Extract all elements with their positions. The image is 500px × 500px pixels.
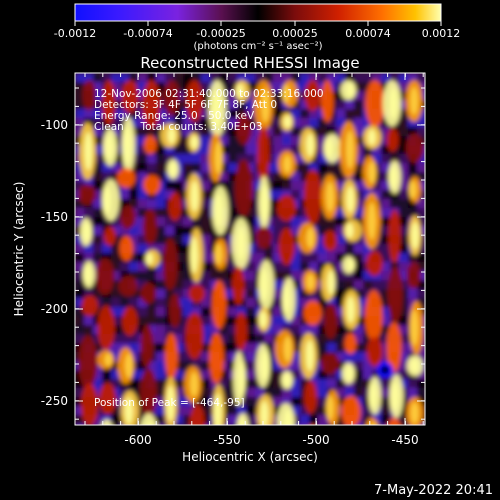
x-tick-label: -550 <box>213 433 240 447</box>
x-tick-label: -600 <box>124 433 151 447</box>
colorbar-tick-label: 0.00074 <box>345 27 391 40</box>
colorbar-tick-label: -0.00074 <box>123 27 172 40</box>
colorbar-tick-label: 0.00025 <box>272 27 318 40</box>
x-tick-label: -500 <box>302 433 329 447</box>
x-axis-label: Heliocentric X (arcsec) <box>182 450 318 464</box>
image-annotations: 12-Nov-2006 02:31:40.000 to 02:33:16.000… <box>94 88 324 409</box>
colorbar: -0.0012 -0.00074 -0.00025 0.00025 0.0007… <box>54 3 461 52</box>
annotation-energy-range: Energy Range: 25.0 - 50.0 keV <box>94 110 255 122</box>
annotation-time-range: 12-Nov-2006 02:31:40.000 to 02:33:16.000 <box>94 88 324 100</box>
timestamp: 7-May-2022 20:41 <box>374 483 493 498</box>
y-tick-label: -100 <box>41 118 68 132</box>
y-tick-label: -200 <box>41 302 68 316</box>
x-tick-label: -450 <box>391 433 418 447</box>
colorbar-ticks <box>74 21 442 26</box>
annotation-clean-counts: Clean Total counts: 3.40E+03 <box>94 121 263 133</box>
colorbar-tick-label: -0.0012 <box>54 27 96 40</box>
colorbar-gradient <box>74 3 442 22</box>
colorbar-tick-label: 0.0012 <box>422 27 461 40</box>
y-tick-label: -250 <box>41 394 68 408</box>
annotation-peak-position: Position of Peak = [-464,-95] <box>94 397 245 409</box>
plot-frame <box>74 72 426 426</box>
rhessi-image <box>74 72 426 426</box>
y-tick-label: -150 <box>41 210 68 224</box>
annotation-detectors: Detectors: 3F 4F 5F 6F 7F 8F, Att 0 <box>94 99 277 111</box>
axis-ticks <box>75 73 425 425</box>
colorbar-tick-label: -0.00025 <box>196 27 245 40</box>
colorbar-units-label: (photons cm⁻² s⁻¹ asec⁻²) <box>193 41 322 52</box>
plot-title: Reconstructed RHESSI Image <box>140 54 359 72</box>
y-axis-label: Heliocentric Y (arcsec) <box>12 182 26 317</box>
